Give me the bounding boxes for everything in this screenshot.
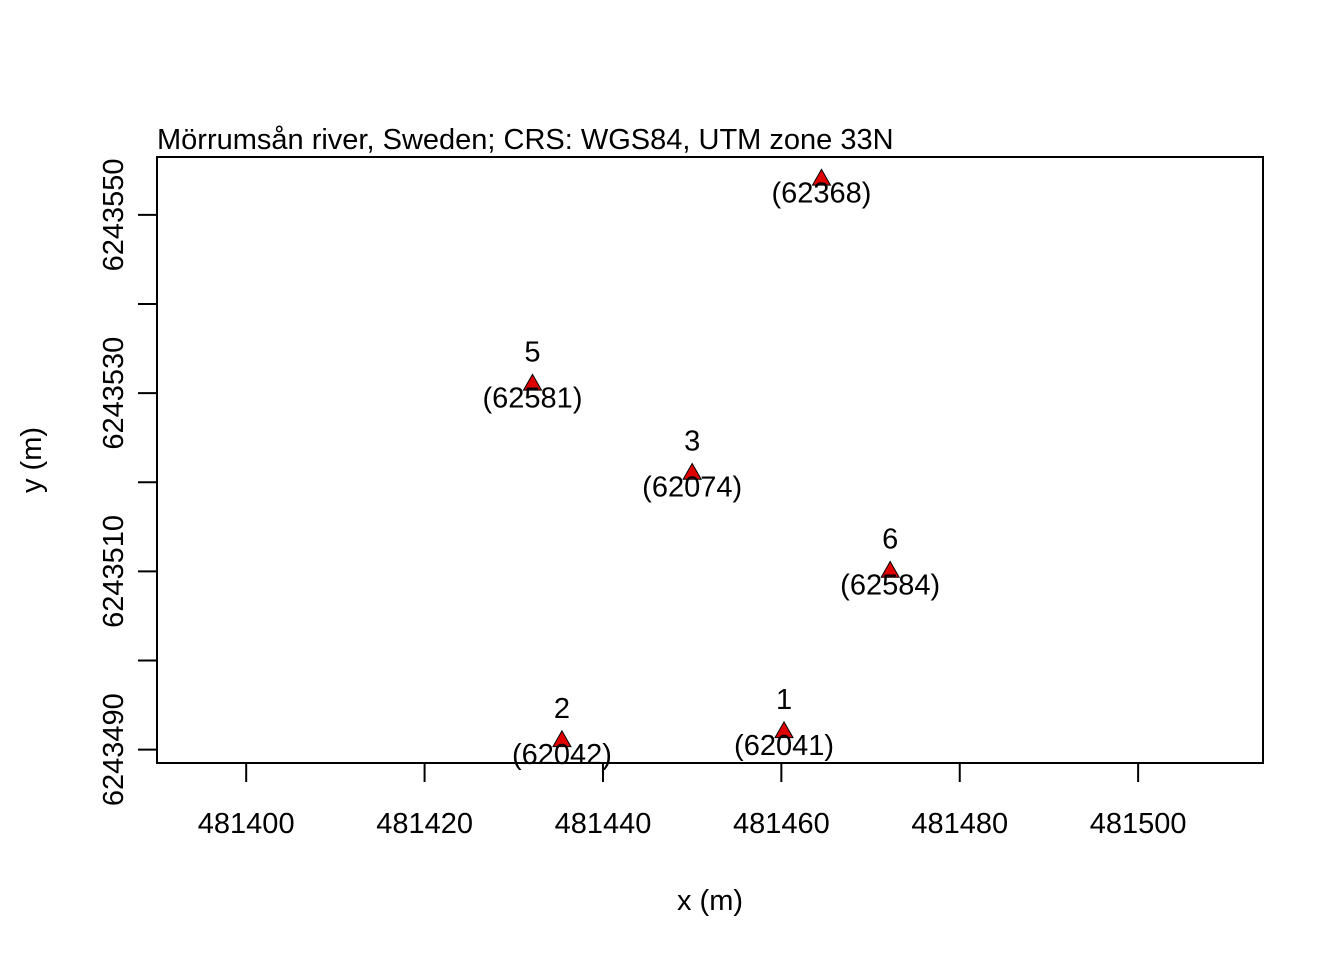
plot-frame	[156, 156, 1264, 764]
y-tick-label: 6243490	[98, 693, 130, 806]
point-number-label: 6	[882, 524, 898, 556]
point-id-label: (62074)	[642, 471, 742, 503]
x-tick-label: 481400	[198, 808, 295, 840]
data-point-marker	[522, 373, 543, 391]
x-axis: 481400 481420 481440 481460 481480 481500	[198, 763, 1187, 840]
x-tick-label: 481480	[911, 808, 1008, 840]
point-id-label: (62042)	[512, 739, 612, 771]
x-tick-label: 481440	[555, 808, 652, 840]
data-point-marker	[682, 462, 703, 480]
point-number-label: 3	[684, 425, 700, 457]
point-id-label: (62584)	[840, 570, 940, 602]
y-axis: 6243490 6243510 6243530 6243550	[98, 158, 157, 806]
data-points: 1 (62041) 2 (62042) 3 (62074) (62368) 5 (62581) 6…	[483, 168, 940, 771]
chart-title: Mörrumsån river, Sweden; CRS: WGS84, UTM…	[157, 124, 894, 156]
y-tick-label: 6243510	[98, 515, 130, 628]
x-axis-label: x (m)	[677, 885, 743, 917]
point-id-label: (62368)	[772, 177, 872, 209]
x-tick-label: 481500	[1090, 808, 1187, 840]
point-number-label: 5	[524, 336, 540, 368]
point-id-label: (62581)	[483, 382, 583, 414]
x-tick-label: 481420	[376, 808, 473, 840]
data-point-marker	[811, 168, 832, 186]
y-axis-label: y (m)	[16, 427, 48, 493]
x-tick-label: 481460	[733, 808, 830, 840]
data-point-marker	[880, 560, 901, 578]
y-tick-label: 6243530	[98, 337, 130, 450]
data-point-marker	[774, 720, 794, 739]
point-id-label: (62041)	[734, 730, 834, 762]
point-number-label: 1	[776, 684, 792, 716]
point-number-label: 2	[554, 693, 570, 725]
data-point-marker	[552, 729, 572, 748]
y-tick-label: 6243550	[98, 158, 130, 271]
